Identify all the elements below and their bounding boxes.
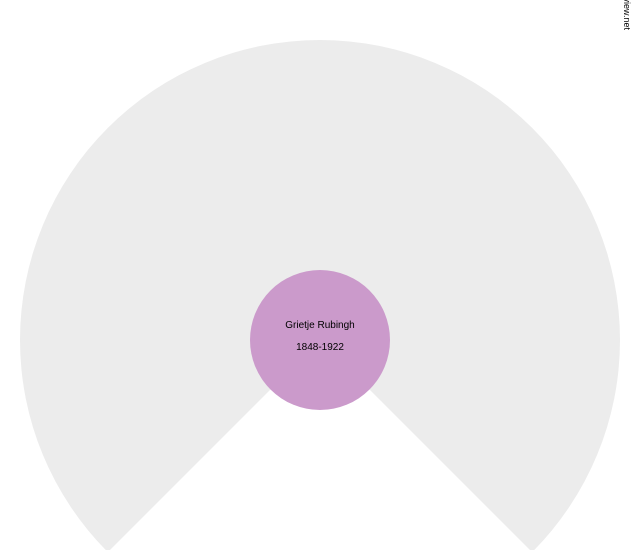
watermark-text: www.phpgedview.net [622,0,632,30]
fan-chart-canvas: Grietje Rubingh 1848-1922 www.phpgedview… [0,0,640,550]
center-person-circle[interactable] [250,270,390,410]
fan-chart-svg [0,0,640,550]
